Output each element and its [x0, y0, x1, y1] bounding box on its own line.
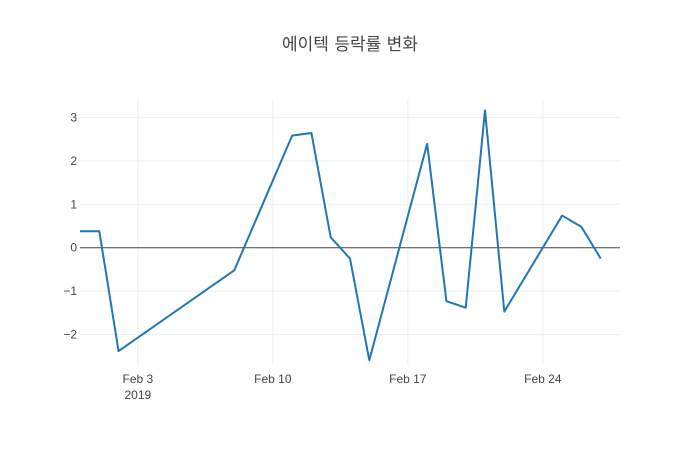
y-axis: 3 2 1 0 −1 −2: [63, 110, 77, 341]
x-tick-label: Feb 3: [123, 372, 154, 386]
x-axis: Feb 3 2019 Feb 10 Feb 17 Feb 24: [123, 372, 562, 402]
y-tick-label: 1: [70, 197, 77, 211]
y-tick-label: 2: [70, 154, 77, 168]
series-layer: [80, 109, 602, 362]
x-tick-label: Feb 24: [524, 372, 562, 386]
chart-title: 에이텍 등락률 변화: [282, 35, 418, 55]
y-tick-label: 0: [70, 241, 77, 255]
y-tick-label: 3: [70, 110, 77, 124]
y-tick-label: −2: [63, 328, 77, 342]
x-tick-year-label: 2019: [125, 388, 152, 402]
x-tick-label: Feb 10: [254, 372, 292, 386]
grid: [80, 100, 620, 365]
y-tick-label: −1: [63, 284, 77, 298]
x-tick-label: Feb 17: [389, 372, 427, 386]
series-line: [80, 109, 602, 362]
